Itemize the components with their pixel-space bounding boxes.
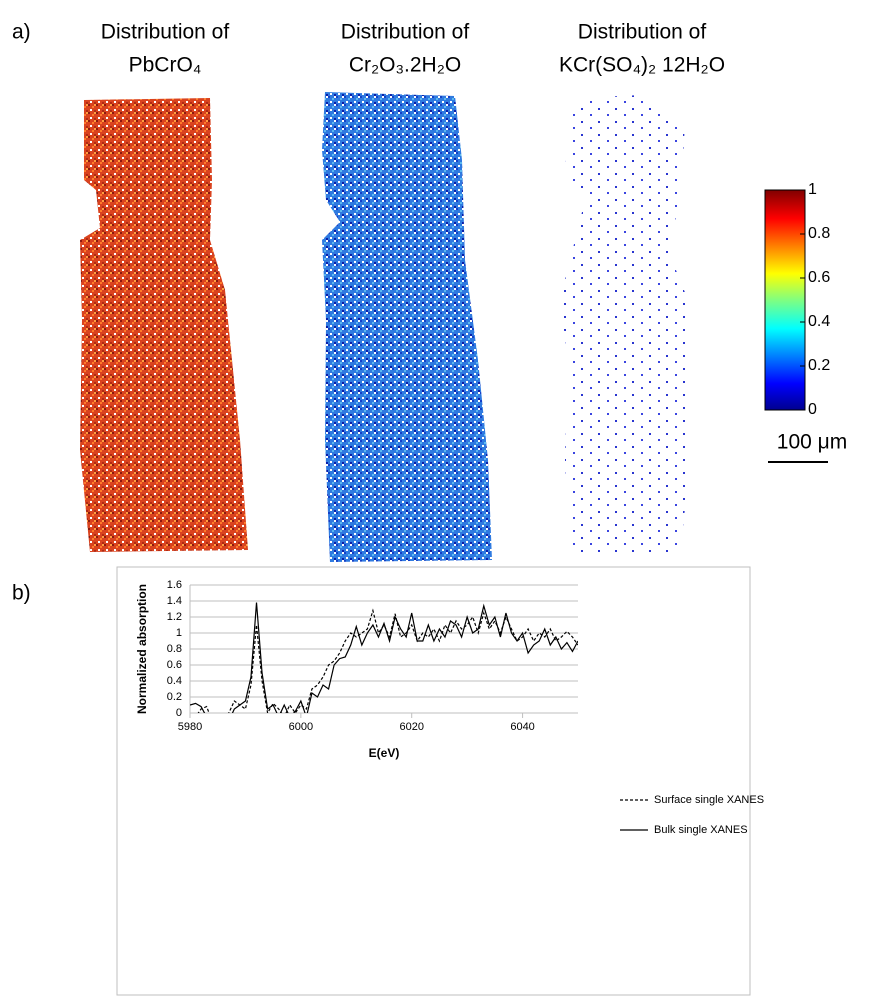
- y-tick-label: 0.6: [167, 659, 182, 671]
- map-pbcro4: [80, 98, 248, 552]
- x-axis-label: E(eV): [369, 746, 400, 760]
- colorbar-tick-label: 0.2: [808, 357, 830, 374]
- panel-label: b): [12, 582, 31, 605]
- series-line: [190, 602, 578, 713]
- map-title: PbCrO₄: [129, 54, 202, 77]
- series-line: [197, 608, 578, 713]
- map-title: Distribution of: [341, 21, 470, 44]
- scale-bar-label: 100 μm: [777, 431, 847, 454]
- map-title: Distribution of: [101, 21, 230, 44]
- plot-lines: [190, 602, 578, 713]
- y-tick-label: 1: [176, 627, 182, 639]
- y-tick-label: 0.8: [167, 643, 182, 655]
- map-title: Distribution of: [578, 21, 707, 44]
- x-tick-label: 6000: [289, 721, 313, 733]
- map-title: KCr(SO₄)₂ 12H₂O: [559, 54, 725, 77]
- map-cr2o3: [322, 92, 492, 562]
- colorbar-tick-label: 0: [808, 401, 817, 418]
- y-tick-label: 0.4: [167, 675, 182, 687]
- map-kcrso4: [560, 95, 692, 555]
- x-tick-label: 6040: [510, 721, 534, 733]
- y-tick-label: 1.4: [167, 595, 182, 607]
- legend-label: Surface single XANES: [654, 794, 764, 806]
- x-tick-label: 5980: [178, 721, 202, 733]
- colorbar-tick-label: 0.4: [808, 313, 830, 330]
- colorbar: [764, 189, 806, 411]
- y-tick-label: 0.2: [167, 691, 182, 703]
- y-tick-label: 1.6: [167, 579, 182, 591]
- colorbar-tick-label: 0.8: [808, 225, 830, 242]
- legend-label: Bulk single XANES: [654, 824, 748, 836]
- map-title: Cr₂O₃.2H₂O: [349, 54, 461, 77]
- x-tick-label: 6020: [399, 721, 423, 733]
- y-tick-label: 0: [176, 707, 182, 719]
- y-axis-label: Normalized absorption: [135, 584, 149, 714]
- colorbar-tick-label: 0.6: [808, 269, 830, 286]
- chart-frame: [116, 566, 751, 996]
- panel-label: a): [12, 21, 31, 44]
- y-tick-label: 1.2: [167, 611, 182, 623]
- colorbar-tick-label: 1: [808, 181, 817, 198]
